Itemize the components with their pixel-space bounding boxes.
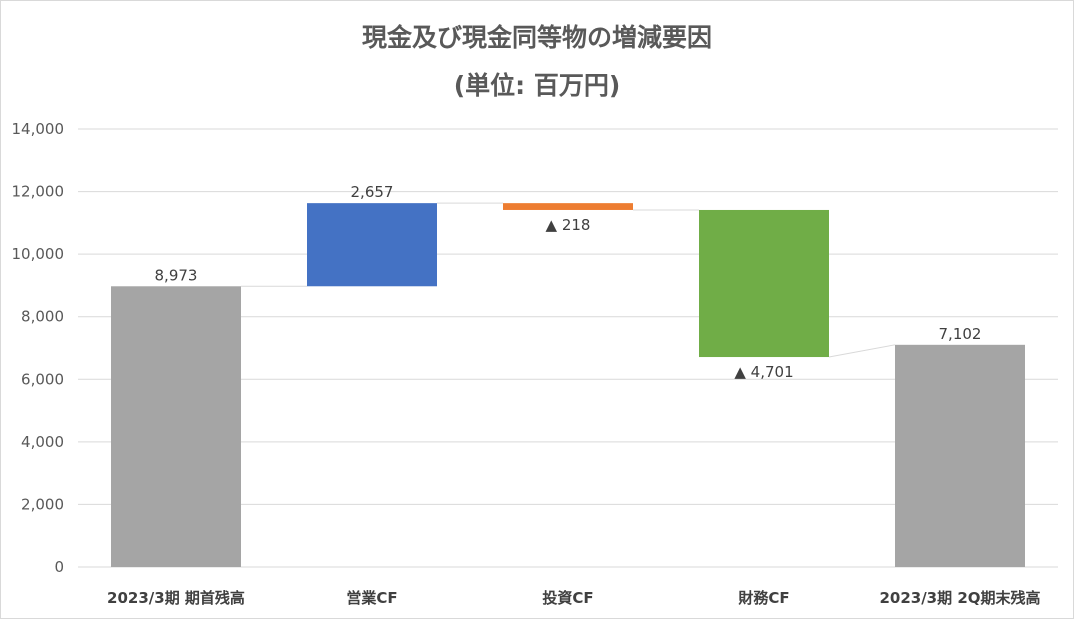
data-label: 7,102 [939,325,982,343]
y-tick-label: 12,000 [12,183,65,201]
connector-lines [241,202,896,358]
y-tick-label: 0 [54,558,64,576]
bar-1 [111,286,241,567]
category-label: 営業CF [346,589,397,607]
category-label: 投資CF [542,589,593,607]
y-tick-label: 2,000 [21,495,64,513]
category-label: 財務CF [737,589,789,607]
chart-subtitle: (単位: 百万円) [454,71,621,100]
x-axis-categories: 2023/3期 期首残高 営業CF 投資CF 財務CF 2023/3期 2Q期末残高 [107,589,1040,607]
y-tick-label: 14,000 [12,120,65,138]
category-label: 2023/3期 2Q期末残高 [879,589,1040,607]
y-tick-label: 4,000 [21,433,64,451]
y-axis-ticks: 14,000 12,000 10,000 8,000 6,000 4,000 2,000 0 [12,120,65,576]
bar-2 [307,203,437,287]
bar-4 [699,209,829,358]
data-label: 2,657 [351,183,394,201]
data-labels: 8,973 2,657 ▲ 218 ▲ 4,701 7,102 [155,183,982,381]
chart-title: 現金及び現金同等物の増減要因 [362,23,712,52]
y-tick-label: 6,000 [21,370,64,388]
data-label: 8,973 [155,266,198,284]
bar-5 [895,344,1025,567]
connector-line [828,344,896,358]
bars [111,203,1025,567]
category-label: 2023/3期 期首残高 [107,589,245,607]
data-label: ▲ 4,701 [734,363,793,381]
bar-3 [503,203,633,210]
y-tick-label: 10,000 [12,245,65,263]
data-label: ▲ 218 [546,216,591,234]
gridlines [78,128,1058,568]
y-tick-label: 8,000 [21,308,64,326]
